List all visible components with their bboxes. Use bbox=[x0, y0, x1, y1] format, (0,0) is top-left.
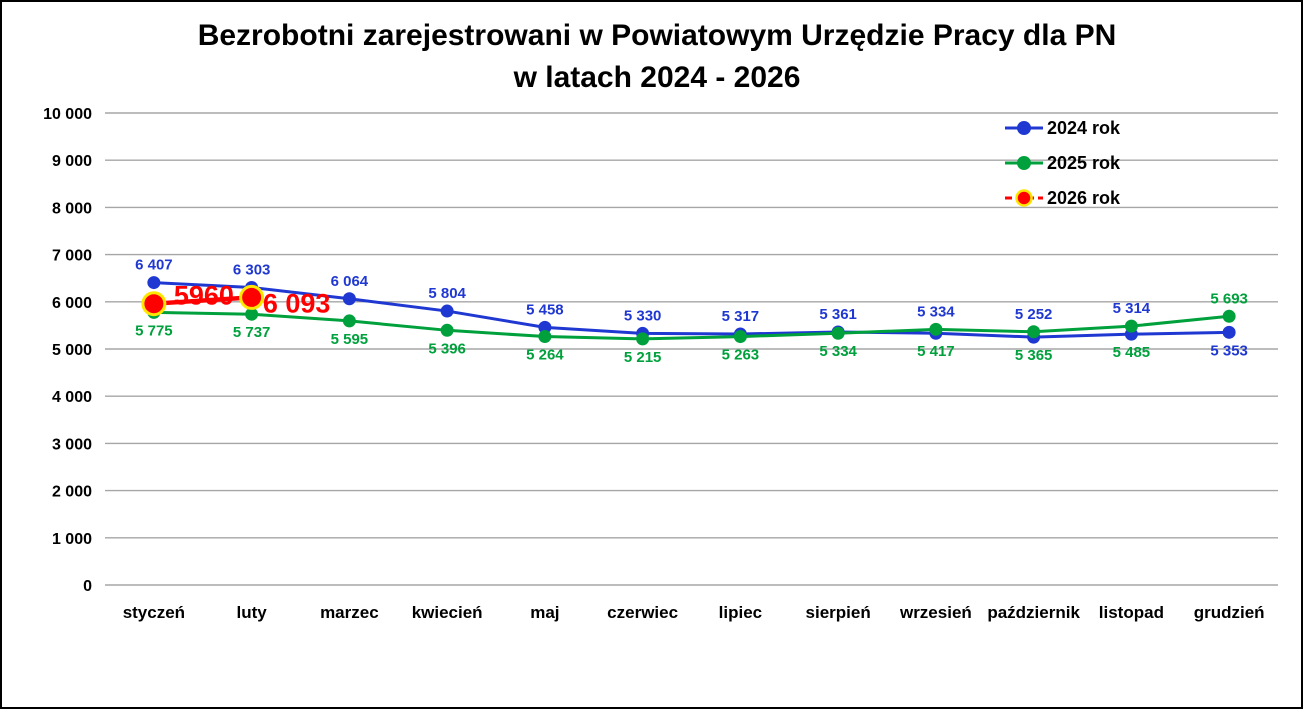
data-point-2025-rok bbox=[1124, 319, 1138, 333]
legend-label-2025: 2025 rok bbox=[1047, 153, 1121, 173]
data-labels: 6 407 6 303 6 064 5 804 5 458 5 330 5 317 5 361… bbox=[135, 257, 1248, 366]
x-tick-label: marzec bbox=[320, 603, 379, 622]
data-label: 5 396 bbox=[428, 340, 466, 357]
x-tick-label: grudzień bbox=[1194, 603, 1265, 622]
data-label: 5 417 bbox=[917, 343, 955, 360]
y-axis-labels: 0 1 000 2 000 3 000 4 000 5 000 6 000 7 000 8 00… bbox=[43, 106, 92, 595]
data-label: 5 365 bbox=[1015, 347, 1053, 364]
data-label: 5 215 bbox=[624, 349, 662, 366]
data-label: 6 303 bbox=[233, 261, 271, 278]
chart-subtitle: w latach 2024 - 2026 bbox=[513, 61, 801, 94]
data-label: 5 693 bbox=[1210, 290, 1248, 307]
data-point-2026-rok bbox=[239, 284, 265, 310]
data-point-2025-rok bbox=[1222, 309, 1236, 323]
legend-marker-2026-icon bbox=[1015, 189, 1033, 207]
data-point-2024-rok bbox=[1222, 325, 1236, 339]
chart-title: Bezrobotni zarejestrowani w Powiatowym U… bbox=[198, 19, 1117, 52]
x-tick-label: lipiec bbox=[719, 603, 762, 622]
y-tick-label: 0 bbox=[83, 578, 92, 595]
x-tick-label: listopad bbox=[1099, 603, 1164, 622]
series-line-2026-rok bbox=[153, 295, 252, 306]
data-point-2024-rok bbox=[538, 320, 552, 334]
data-point-2025-rok bbox=[440, 323, 454, 337]
y-tick-label: 9 000 bbox=[52, 153, 92, 170]
data-label: 5 330 bbox=[624, 307, 662, 324]
data-label-large: 5960 bbox=[174, 281, 234, 311]
x-tick-label: maj bbox=[530, 603, 559, 622]
data-point-2025-rok bbox=[342, 314, 356, 328]
y-tick-label: 7 000 bbox=[52, 248, 92, 265]
data-label-large: 6 093 bbox=[263, 288, 331, 318]
data-point-2024-rok bbox=[440, 304, 454, 318]
data-label: 5 485 bbox=[1113, 344, 1151, 361]
data-point-2026-rok bbox=[141, 291, 167, 317]
x-tick-label: kwiecień bbox=[412, 603, 483, 622]
data-label: 5 252 bbox=[1015, 306, 1053, 323]
data-label: 5 458 bbox=[526, 301, 564, 318]
data-label: 5 334 bbox=[819, 343, 857, 360]
series-line-2025-rok bbox=[153, 310, 1230, 341]
legend-entry-2025: 2025 rok bbox=[1005, 153, 1121, 173]
x-tick-label: czerwiec bbox=[607, 603, 678, 622]
y-tick-label: 1 000 bbox=[52, 531, 92, 548]
x-tick-label: styczeń bbox=[123, 603, 185, 622]
gridlines bbox=[105, 112, 1278, 586]
data-point-2024-rok bbox=[147, 276, 161, 290]
data-point-2025-rok bbox=[245, 307, 259, 321]
data-label: 5 595 bbox=[331, 331, 369, 348]
y-tick-label: 5 000 bbox=[52, 342, 92, 359]
y-tick-label: 8 000 bbox=[52, 200, 92, 217]
y-tick-label: 6 000 bbox=[52, 295, 92, 312]
y-tick-label: 2 000 bbox=[52, 484, 92, 501]
legend-label-2026: 2026 rok bbox=[1047, 188, 1121, 208]
x-tick-label: październik bbox=[987, 603, 1080, 622]
plot-series bbox=[141, 276, 1236, 346]
data-point-2025-rok bbox=[1027, 325, 1041, 339]
legend-label-2024: 2024 rok bbox=[1047, 118, 1121, 138]
data-label: 6 407 bbox=[135, 257, 173, 274]
data-point-2024-rok bbox=[342, 292, 356, 306]
data-point-2025-rok bbox=[831, 326, 845, 340]
legend-entry-2026: 2026 rok bbox=[1005, 188, 1121, 208]
data-label: 5 737 bbox=[233, 324, 271, 341]
y-tick-label: 10 000 bbox=[43, 106, 92, 123]
legend-marker-2024-icon bbox=[1017, 121, 1031, 135]
series-line-2024-rok bbox=[153, 281, 1230, 339]
data-label: 5 353 bbox=[1210, 342, 1248, 359]
y-tick-label: 4 000 bbox=[52, 389, 92, 406]
legend-entry-2024: 2024 rok bbox=[1005, 118, 1121, 138]
data-point-2025-rok bbox=[538, 330, 552, 344]
x-tick-label: luty bbox=[237, 603, 268, 622]
data-label: 5 775 bbox=[135, 322, 173, 339]
x-tick-label: wrzesień bbox=[899, 603, 972, 622]
x-axis-labels: styczeń luty marzec kwiecień maj czerwiec lipi… bbox=[123, 603, 1265, 622]
data-label: 5 334 bbox=[917, 303, 955, 320]
data-label: 5 314 bbox=[1113, 300, 1151, 317]
data-label: 5 361 bbox=[819, 306, 857, 323]
x-tick-label: sierpień bbox=[806, 603, 871, 622]
data-label: 5 804 bbox=[428, 285, 466, 302]
legend-marker-2025-icon bbox=[1017, 156, 1031, 170]
data-label: 5 263 bbox=[722, 347, 760, 364]
legend: 2024 rok 2025 rok 2026 rok bbox=[1005, 118, 1121, 208]
data-point-2025-rok bbox=[733, 330, 747, 344]
data-label: 5 264 bbox=[526, 347, 564, 364]
data-label: 5 317 bbox=[722, 308, 760, 325]
data-point-2025-rok bbox=[636, 332, 650, 346]
data-label: 6 064 bbox=[331, 273, 369, 290]
y-tick-label: 3 000 bbox=[52, 436, 92, 453]
data-point-2025-rok bbox=[929, 322, 943, 336]
